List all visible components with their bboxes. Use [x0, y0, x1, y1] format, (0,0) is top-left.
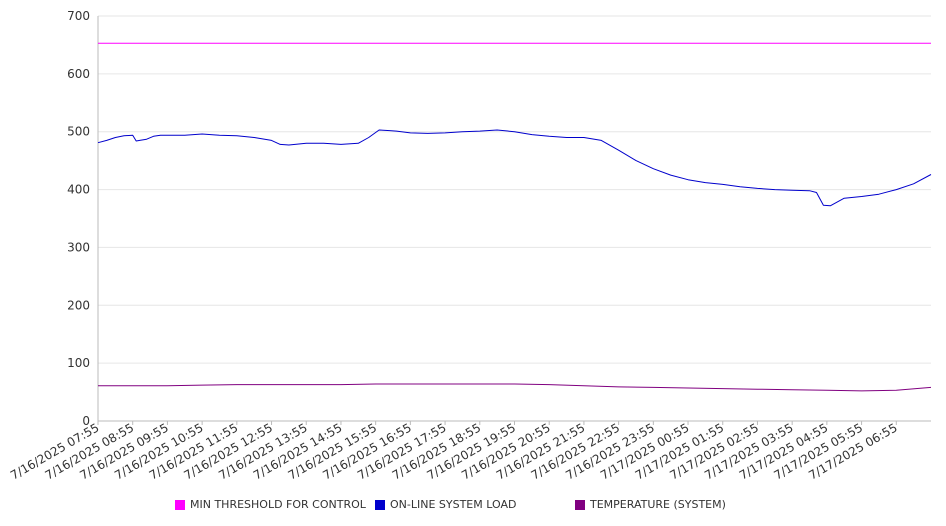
y-tick-label: 600 [67, 67, 90, 81]
series [97, 42, 932, 392]
legend: MIN THRESHOLD FOR CONTROL ON-LINE SYSTEM… [0, 498, 946, 514]
legend-swatch-min-threshold [175, 499, 185, 510]
legend-swatch-temperature-system [575, 499, 585, 510]
y-tick-label: 500 [67, 125, 90, 139]
y-tick-label: 300 [67, 240, 90, 254]
legend-label-online-system-load: ON-LINE SYSTEM LOAD [390, 498, 517, 511]
y-tick-label: 100 [67, 356, 90, 370]
y-tick-label: 700 [67, 9, 90, 23]
y-tick-labels: 0 100 200 300 400 500 600 700 [67, 9, 90, 428]
y-tick-label: 400 [67, 183, 90, 197]
legend-item-min-threshold[interactable]: MIN THRESHOLD FOR CONTROL [175, 498, 366, 511]
x-tick-labels: 7/16/2025 07:557/16/2025 08:557/16/2025 … [8, 420, 900, 482]
y-tick-label: 200 [67, 298, 90, 312]
legend-item-online-system-load[interactable]: ON-LINE SYSTEM LOAD [375, 498, 516, 511]
legend-label-temperature-system: TEMPERATURE (SYSTEM) [590, 498, 726, 511]
series-line-temperature-system [98, 383, 932, 392]
line-chart: 0 100 200 300 400 500 600 700 7/16/2025 07:557/… [8, 9, 932, 483]
series-line-online-system-load [97, 129, 932, 207]
y-tick-label: 0 [82, 414, 90, 428]
axes [97, 16, 931, 425]
legend-item-temperature-system[interactable]: TEMPERATURE (SYSTEM) [575, 498, 726, 511]
legend-swatch-online-system-load [375, 499, 385, 510]
grid [98, 15, 931, 422]
legend-label-min-threshold: MIN THRESHOLD FOR CONTROL [190, 498, 366, 511]
